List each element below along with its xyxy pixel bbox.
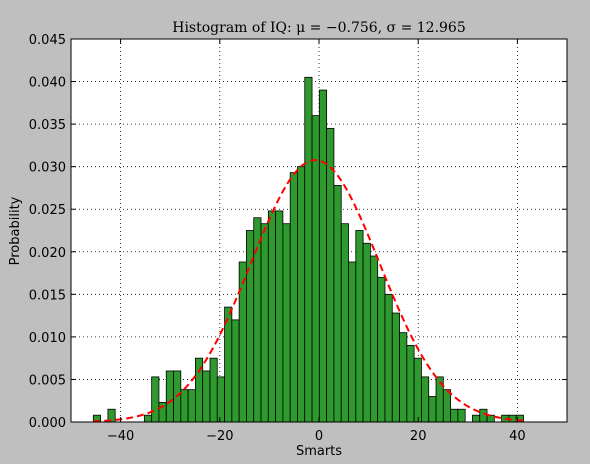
histogram-bar	[187, 389, 196, 423]
histogram-bar	[209, 357, 218, 423]
x-tick-label: 0	[315, 429, 323, 444]
histogram-bar	[369, 255, 379, 423]
x-axis-label: Smarts	[296, 444, 342, 459]
histogram-bar	[472, 414, 481, 423]
histogram-bar	[377, 276, 386, 423]
histogram-bar	[479, 408, 488, 423]
histogram-bar	[216, 376, 225, 423]
axis-ticks: −40 −20 0 20 40 0.000 0.005 0.010 0.015 0.020 0.02…	[29, 33, 567, 444]
histogram-bar	[151, 376, 160, 423]
histogram-bar	[297, 166, 306, 423]
histogram-bar	[143, 414, 153, 423]
x-tick-label: −40	[107, 429, 134, 444]
histogram-bar	[340, 223, 349, 423]
histogram-bar	[289, 172, 298, 423]
y-tick-label: 0.010	[29, 331, 66, 346]
normal-fit-curve	[93, 159, 524, 423]
x-tick-label: 40	[509, 429, 526, 444]
histogram-bar	[457, 408, 466, 423]
histogram-bar	[311, 115, 320, 423]
histogram-bar	[362, 242, 371, 423]
histogram-bar	[399, 332, 408, 423]
histogram-bar	[282, 223, 291, 423]
histogram-bar	[428, 396, 437, 423]
histogram-bar	[275, 210, 284, 423]
histogram-bar	[333, 184, 342, 423]
histogram-bar	[260, 223, 269, 423]
histogram-bar	[391, 312, 400, 423]
y-tick-label: 0.000	[29, 416, 66, 431]
histogram-bar	[304, 76, 313, 423]
histogram-bar	[202, 370, 211, 423]
histogram-bar	[318, 89, 328, 423]
histogram-bar	[442, 389, 451, 423]
histogram-bar	[326, 127, 335, 423]
y-tick-label: 0.020	[29, 246, 66, 261]
histogram-bar	[384, 293, 393, 423]
histogram-bar	[450, 408, 459, 423]
histogram-bar	[231, 319, 240, 423]
y-tick-label: 0.005	[29, 373, 66, 388]
chart-title: Histogram of IQ: μ = −0.756, σ = 12.965	[172, 20, 466, 36]
y-tick-label: 0.015	[29, 288, 66, 303]
y-tick-label: 0.030	[29, 161, 66, 176]
y-tick-label: 0.035	[29, 118, 66, 133]
histogram-bar	[165, 370, 174, 423]
histogram-bar	[413, 357, 422, 423]
histogram-bar	[421, 376, 430, 423]
y-axis-label: Probability	[8, 196, 23, 265]
histogram-bar	[486, 414, 495, 423]
y-tick-label: 0.045	[29, 33, 66, 48]
x-tick-label: −20	[206, 429, 233, 444]
histogram-bar	[348, 261, 357, 423]
histogram-bar	[267, 210, 277, 423]
y-tick-label: 0.025	[29, 203, 66, 218]
histogram-bar	[180, 389, 189, 423]
histogram-bar	[406, 344, 415, 423]
y-tick-label: 0.040	[29, 76, 66, 91]
histogram-bar	[355, 230, 364, 423]
x-tick-label: 20	[410, 429, 427, 444]
histogram-bar	[238, 261, 247, 423]
